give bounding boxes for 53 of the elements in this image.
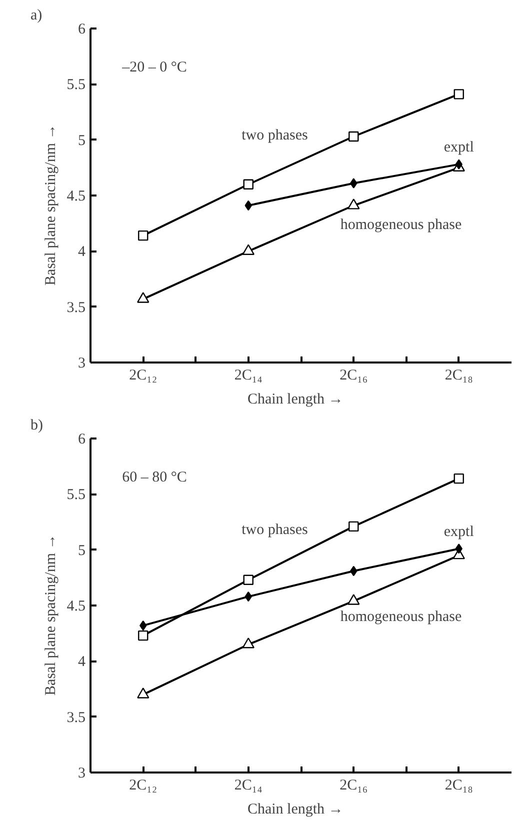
point <box>348 594 360 605</box>
y-tick-label: 4.5 <box>66 188 86 204</box>
x-axis-title: Chain length → <box>247 392 344 408</box>
y-tick-label: 6 <box>78 432 86 448</box>
point <box>454 473 464 484</box>
chart-title: a) <box>30 8 42 24</box>
y-tick-label: 3.5 <box>66 300 86 316</box>
y-tick-label: 3 <box>78 766 86 782</box>
x-tick-label: 2C₁₈ <box>444 368 473 384</box>
series-label: exptl <box>444 140 474 156</box>
point <box>137 688 150 698</box>
point <box>348 198 360 210</box>
y-tick-label: 5 <box>78 542 86 559</box>
y-tick-label: 5.5 <box>66 77 86 94</box>
point <box>455 544 462 554</box>
y-axis-title: Basal plane spacing/nm → <box>42 124 59 286</box>
series-label: homogeneous phase <box>340 609 462 626</box>
series-label: two phases <box>242 522 308 538</box>
point <box>137 292 150 303</box>
y-tick-label: 3.5 <box>66 710 86 726</box>
x-tick-label: 2C₁₈ <box>444 778 473 794</box>
point <box>138 630 148 641</box>
x-tick-label: 2C₁₆ <box>340 368 368 384</box>
x-tick-label: 2C₁₆ <box>340 778 368 794</box>
y-tick-label: 4 <box>78 654 86 670</box>
y-tick-label: 3 <box>78 356 86 372</box>
series-label: homogeneous phase <box>340 217 462 234</box>
point <box>455 159 462 170</box>
x-tick-label: 2C₁₂ <box>129 368 158 384</box>
y-axis-title: Basal plane spacing/nm → <box>42 534 59 696</box>
annotation: –20 – 0 °C <box>121 59 187 76</box>
x-tick-label: 2C₁₄ <box>234 778 262 794</box>
point <box>348 131 359 142</box>
point <box>242 638 254 648</box>
y-tick-label: 5 <box>78 132 86 149</box>
point <box>138 230 148 241</box>
point <box>243 574 254 585</box>
y-tick-label: 6 <box>78 22 86 38</box>
y-tick-label: 5.5 <box>66 487 86 504</box>
y-tick-label: 4.5 <box>66 598 86 614</box>
x-tick-label: 2C₁₂ <box>129 778 158 794</box>
x-axis-title: Chain length → <box>247 802 344 818</box>
point <box>243 179 254 190</box>
chart-title: b) <box>30 418 43 434</box>
point <box>348 521 359 532</box>
point <box>454 89 464 100</box>
y-tick-label: 4 <box>78 244 86 260</box>
series-label: two phases <box>242 128 308 144</box>
x-tick-label: 2C₁₄ <box>234 368 262 384</box>
series-label: exptl <box>444 524 474 540</box>
annotation: 60 – 80 °C <box>122 469 187 486</box>
point <box>242 244 254 255</box>
point <box>350 178 358 188</box>
